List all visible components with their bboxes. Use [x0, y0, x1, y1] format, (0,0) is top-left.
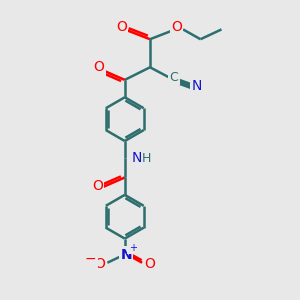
- Text: C: C: [169, 70, 178, 84]
- Text: O: O: [171, 20, 182, 34]
- Text: N: N: [120, 248, 132, 262]
- Text: H: H: [142, 152, 151, 165]
- Text: −: −: [85, 252, 96, 266]
- Text: O: O: [94, 60, 104, 74]
- Text: O: O: [94, 257, 106, 271]
- Text: N: N: [192, 79, 202, 93]
- Text: O: O: [92, 178, 103, 193]
- Text: +: +: [129, 243, 136, 253]
- Text: N: N: [131, 151, 142, 165]
- Text: O: O: [144, 257, 155, 271]
- Text: O: O: [116, 20, 127, 34]
